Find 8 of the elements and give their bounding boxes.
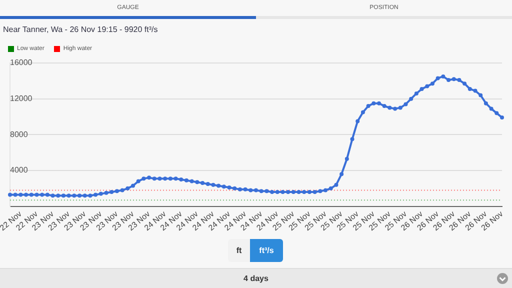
- y-tick-label: 16000: [10, 58, 33, 68]
- text: ft³/s: [250, 239, 283, 262]
- text: 4 days: [244, 274, 268, 283]
- chart-title: Near Tanner, Wa - 26 Nov 19:15 - 9920 ft³/s: [2, 24, 159, 34]
- text: ft: [228, 239, 250, 262]
- y-tick-label: 12000: [10, 94, 33, 104]
- y-tick-label: 8000: [10, 130, 28, 139]
- y-tick-label: 4000: [10, 166, 28, 175]
